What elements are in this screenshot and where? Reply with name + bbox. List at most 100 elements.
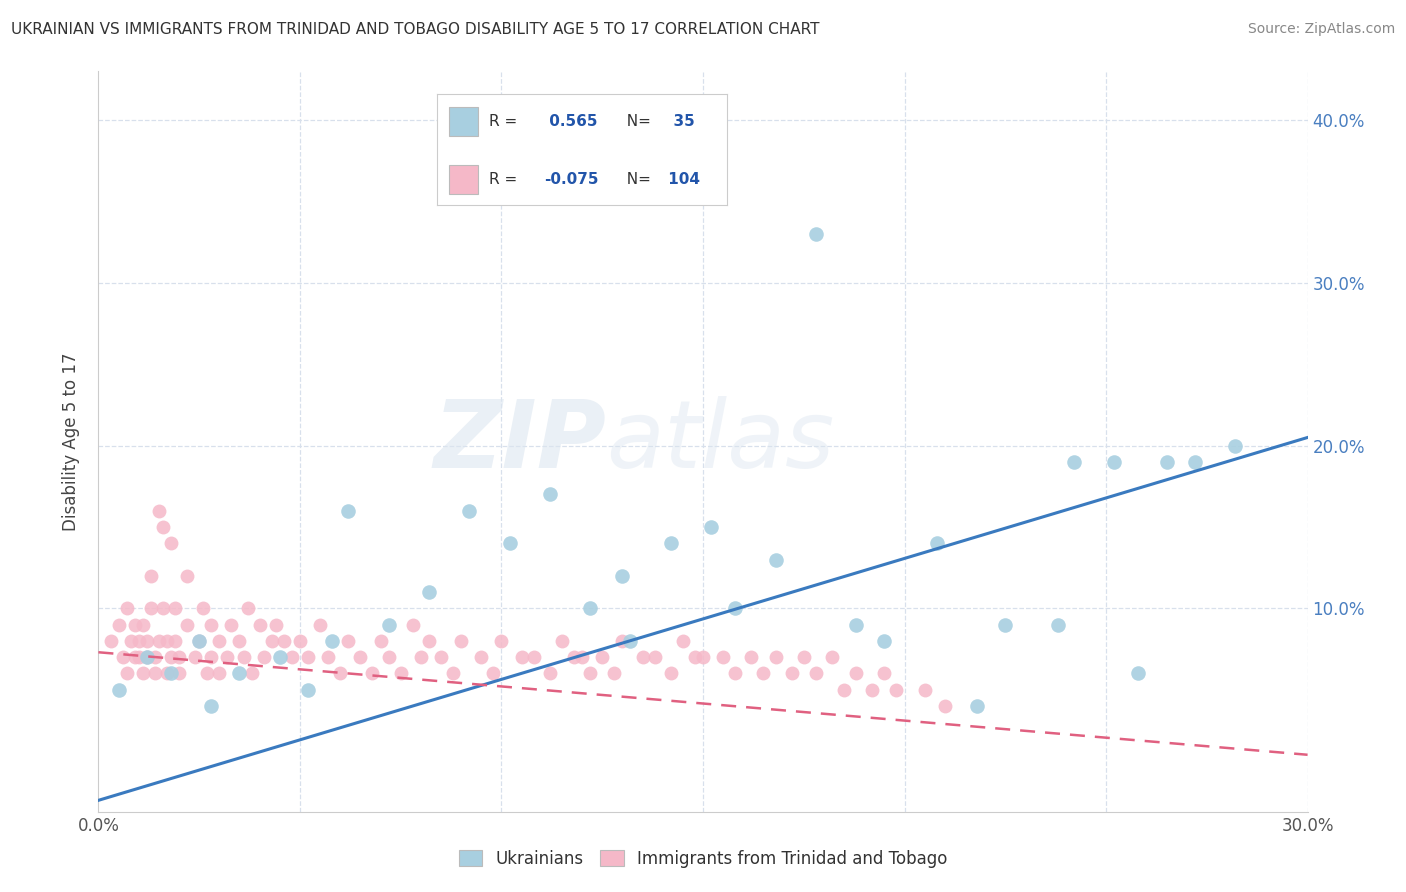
Point xyxy=(200,650,222,665)
Point xyxy=(370,633,392,648)
Point xyxy=(619,633,641,648)
Point xyxy=(659,666,682,681)
Point xyxy=(200,698,222,713)
Point xyxy=(377,650,399,665)
Point xyxy=(1223,439,1246,453)
Point xyxy=(176,568,198,582)
Point xyxy=(683,650,706,665)
Point xyxy=(571,650,593,665)
Point xyxy=(167,650,190,665)
Point xyxy=(143,650,166,665)
Point xyxy=(1156,455,1178,469)
Point xyxy=(309,617,332,632)
Point xyxy=(724,601,747,615)
Point xyxy=(925,536,948,550)
Point xyxy=(135,650,157,665)
Point xyxy=(780,666,803,681)
Point xyxy=(111,650,134,665)
Point xyxy=(132,666,155,681)
Y-axis label: Disability Age 5 to 17: Disability Age 5 to 17 xyxy=(62,352,80,531)
Point xyxy=(115,601,138,615)
Point xyxy=(418,585,440,599)
Point xyxy=(148,504,170,518)
Point xyxy=(804,227,827,241)
Point xyxy=(498,536,520,550)
Point xyxy=(188,633,211,648)
Point xyxy=(184,650,207,665)
Point xyxy=(132,617,155,632)
Point xyxy=(482,666,505,681)
Point xyxy=(377,617,399,632)
Point xyxy=(389,666,412,681)
Point xyxy=(228,633,250,648)
Point xyxy=(740,650,762,665)
Point xyxy=(228,666,250,681)
Point xyxy=(195,666,218,681)
Point xyxy=(510,650,533,665)
Point xyxy=(470,650,492,665)
Point xyxy=(430,650,453,665)
Point xyxy=(120,633,142,648)
Point xyxy=(458,504,481,518)
Point xyxy=(163,633,186,648)
Point xyxy=(1128,666,1150,681)
Legend: Ukrainians, Immigrants from Trinidad and Tobago: Ukrainians, Immigrants from Trinidad and… xyxy=(453,844,953,875)
Point xyxy=(603,666,626,681)
Point xyxy=(167,666,190,681)
Point xyxy=(672,633,695,648)
Point xyxy=(700,520,723,534)
Point xyxy=(281,650,304,665)
Point xyxy=(236,601,259,615)
Point xyxy=(579,666,602,681)
Point xyxy=(450,633,472,648)
Point xyxy=(135,650,157,665)
Point xyxy=(107,682,129,697)
Point xyxy=(692,650,714,665)
Point xyxy=(200,617,222,632)
Point xyxy=(752,666,775,681)
Point xyxy=(349,650,371,665)
Point xyxy=(659,536,682,550)
Point xyxy=(115,666,138,681)
Point xyxy=(765,552,787,566)
Point xyxy=(409,650,432,665)
Point xyxy=(160,666,183,681)
Point xyxy=(297,682,319,697)
Point xyxy=(160,536,183,550)
Point xyxy=(188,633,211,648)
Point xyxy=(418,633,440,648)
Point xyxy=(269,650,291,665)
Point xyxy=(551,633,574,648)
Point xyxy=(139,601,162,615)
Point xyxy=(100,633,122,648)
Point xyxy=(523,650,546,665)
Point xyxy=(821,650,844,665)
Point xyxy=(441,666,464,681)
Point xyxy=(288,633,311,648)
Point xyxy=(1046,617,1069,632)
Point xyxy=(156,666,179,681)
Point xyxy=(337,633,360,648)
Point xyxy=(329,666,352,681)
Point xyxy=(914,682,936,697)
Point xyxy=(562,650,585,665)
Point xyxy=(260,633,283,648)
Point xyxy=(124,617,146,632)
Point xyxy=(208,633,231,648)
Point xyxy=(139,568,162,582)
Point xyxy=(128,650,150,665)
Point xyxy=(402,617,425,632)
Point xyxy=(538,487,561,501)
Text: ZIP: ZIP xyxy=(433,395,606,488)
Point xyxy=(156,633,179,648)
Point xyxy=(845,617,868,632)
Point xyxy=(321,633,343,648)
Point xyxy=(724,666,747,681)
Point xyxy=(128,633,150,648)
Point xyxy=(873,666,896,681)
Point xyxy=(253,650,276,665)
Point xyxy=(160,650,183,665)
Point xyxy=(644,650,666,665)
Point xyxy=(612,633,634,648)
Point xyxy=(221,617,243,632)
